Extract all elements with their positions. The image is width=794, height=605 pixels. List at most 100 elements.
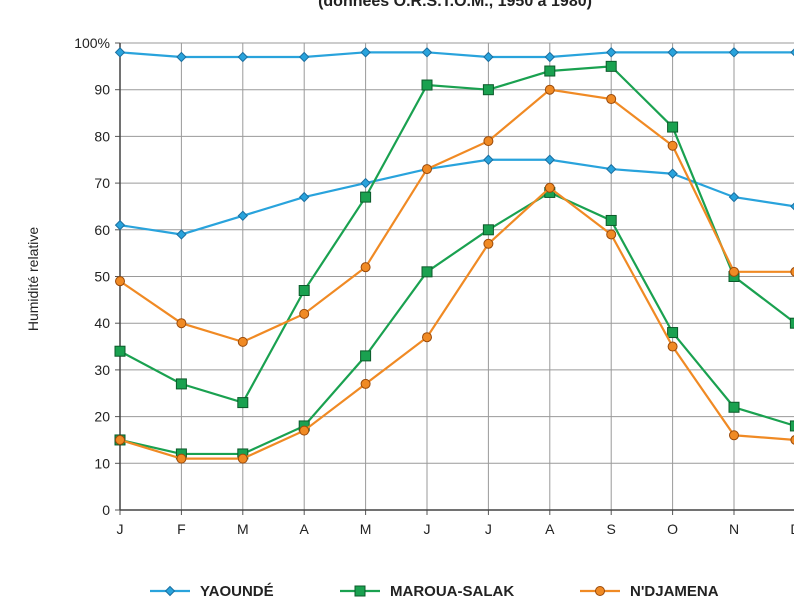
legend: YAOUNDÉ MAROUA-SALAK N'DJAMENA: [150, 583, 719, 600]
y-tick-label: 50: [94, 269, 110, 285]
x-tick-label: M: [237, 521, 249, 537]
data-point: [237, 51, 249, 63]
x-tick-label: D: [790, 521, 794, 537]
data-point: [114, 47, 126, 58]
data-point: [360, 262, 371, 273]
data-point: [115, 434, 125, 445]
series-line: [119, 51, 794, 59]
y-tick-label: 30: [94, 362, 110, 378]
y-tick-label: 10: [94, 455, 110, 471]
data-point: [176, 229, 187, 240]
data-point: [299, 425, 310, 436]
data-point: [729, 266, 739, 277]
x-tick-label: M: [360, 521, 372, 537]
chart-title: (données O.R.S.T.O.M., 1950 à 1980): [318, 0, 592, 10]
data-point: [360, 177, 371, 189]
data-point: [115, 276, 125, 287]
data-point: [360, 378, 371, 389]
data-point: [422, 332, 432, 343]
x-tick-label: J: [485, 521, 492, 537]
data-point: [667, 140, 678, 151]
data-point: [667, 168, 678, 179]
x-tick-label: J: [424, 521, 431, 537]
data-point: [728, 47, 740, 58]
grid: [115, 42, 794, 515]
data-point: [728, 191, 740, 203]
data-point: [667, 47, 678, 58]
data-point: [237, 210, 249, 221]
data-point: [728, 401, 740, 413]
data-point: [544, 65, 556, 77]
series-layer: [114, 47, 794, 464]
series-yaound--0: [114, 47, 794, 63]
data-point: [482, 224, 494, 236]
data-point: [422, 164, 432, 175]
data-point: [605, 163, 617, 175]
x-tick-label: S: [607, 521, 616, 537]
data-point: [299, 308, 310, 319]
legend-item: N'DJAMENA: [580, 583, 719, 600]
data-point: [606, 94, 617, 105]
data-point: [544, 51, 556, 63]
series-line: [119, 186, 794, 460]
y-tick-label: 70: [94, 175, 110, 191]
legend-label: YAOUNDÉ: [200, 583, 274, 600]
data-point: [360, 47, 371, 58]
data-point: [544, 154, 556, 165]
data-point: [789, 420, 794, 432]
data-point: [421, 266, 433, 278]
legend-swatch-marker: [354, 585, 366, 597]
data-point: [483, 154, 494, 165]
x-tick-label: O: [667, 521, 678, 537]
y-tick-label: 0: [102, 502, 110, 518]
data-point: [544, 182, 555, 193]
data-point: [298, 191, 310, 203]
data-point: [483, 238, 494, 249]
y-tick-label: 20: [94, 409, 110, 425]
data-point: [360, 350, 372, 362]
data-point: [606, 229, 617, 240]
x-tick-label: N: [729, 521, 739, 537]
data-point: [237, 336, 248, 347]
y-tick-label: 90: [94, 82, 110, 98]
legend-swatch-marker: [164, 585, 176, 597]
legend-label: N'DJAMENA: [630, 583, 719, 600]
y-axis-label: Humidité relative: [25, 227, 41, 331]
series-line: [119, 65, 794, 404]
x-tick-label: A: [300, 521, 310, 537]
data-point: [421, 47, 433, 58]
data-point: [789, 317, 794, 329]
series-line: [119, 158, 794, 236]
legend-item: YAOUNDÉ: [150, 583, 274, 600]
data-point: [360, 191, 372, 203]
series-line: [119, 88, 794, 344]
legend-swatch-marker: [595, 586, 605, 596]
data-point: [237, 453, 248, 464]
data-point: [790, 48, 794, 57]
y-tick-label: 40: [94, 315, 110, 331]
data-point: [176, 318, 187, 329]
data-point: [482, 84, 494, 96]
series-n-djamena-4: [115, 84, 794, 347]
y-tick-label: 80: [94, 128, 110, 144]
y-tick-label: 100%: [74, 35, 110, 51]
data-point: [667, 121, 679, 133]
data-point: [790, 202, 794, 211]
series-line: [119, 191, 794, 456]
legend-item: MAROUA-SALAK: [340, 583, 514, 600]
data-point: [114, 345, 126, 357]
series-yaound--1: [114, 154, 794, 240]
data-point: [237, 397, 249, 409]
data-point: [298, 51, 310, 63]
data-point: [544, 84, 555, 95]
data-point: [175, 378, 187, 390]
data-point: [790, 267, 794, 277]
legend-label: MAROUA-SALAK: [390, 583, 514, 600]
series-n-djamena-5: [115, 182, 794, 464]
data-point: [483, 136, 494, 147]
data-point: [667, 327, 679, 339]
data-point: [483, 51, 494, 63]
data-point: [667, 341, 678, 352]
y-axis-ticks: 0 10 20 30 40 50 60 70 80 90 100%: [74, 35, 110, 518]
